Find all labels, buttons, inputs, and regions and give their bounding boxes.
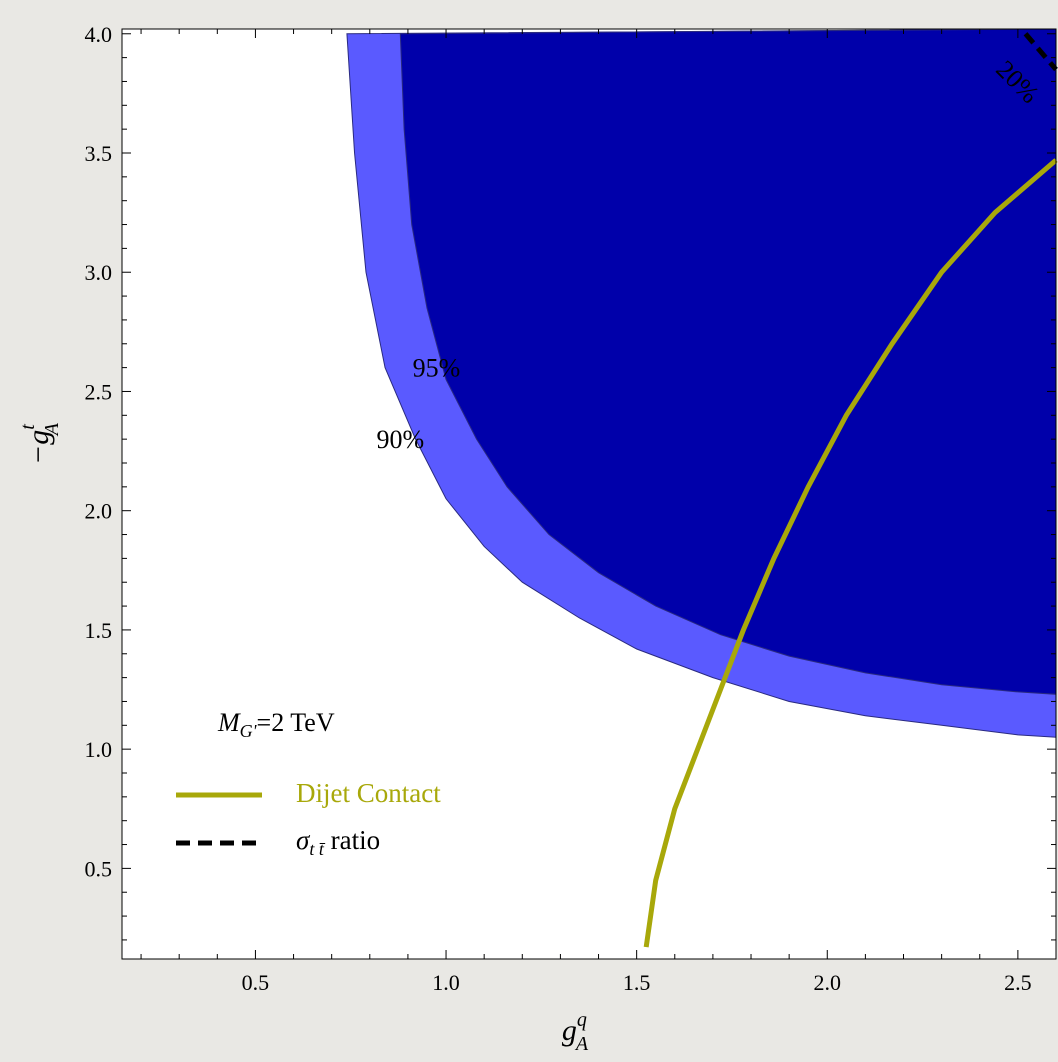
- y-tick-label: 3.0: [85, 260, 113, 285]
- y-tick-label: 1.5: [85, 618, 113, 643]
- legend-ratio-sigma: σ: [296, 825, 311, 855]
- x-tick-label: 1.0: [432, 970, 460, 995]
- mass-subscript: G': [240, 721, 258, 741]
- legend-label-ratio: σt t̄ ratio: [296, 825, 380, 859]
- y-tick-label: 2.0: [85, 499, 113, 524]
- mass-value: =2 TeV: [257, 708, 335, 737]
- legend-ratio-rest: ratio: [324, 825, 380, 855]
- y-axis-label: −gt A: [17, 422, 63, 465]
- series-line-dijet-contact: [643, 158, 1058, 948]
- mass-annotation: MG'=2 TeV: [217, 708, 335, 741]
- regions-layer: [346, 28, 1057, 738]
- series-line-ttbar-ratio: [1023, 32, 1058, 72]
- x-tick-label: 2.0: [814, 970, 842, 995]
- mass-symbol: M: [217, 708, 241, 737]
- y-axis-label-sup: t: [17, 424, 39, 430]
- x-axis-label-main: g: [562, 1014, 577, 1047]
- plot-frame: [121, 28, 1057, 960]
- y-tick-label: 1.0: [85, 737, 113, 762]
- x-tick-label: 2.5: [1004, 970, 1032, 995]
- x-axis-label-sup: q: [577, 1009, 587, 1031]
- legend-ratio-sub: t t̄: [309, 839, 326, 859]
- contour-label-95: 95%: [413, 354, 461, 383]
- y-axis-label-main: −g: [22, 430, 55, 465]
- legend-label-dijet: Dijet Contact: [296, 778, 441, 808]
- x-axis-label-sub: A: [574, 1033, 589, 1055]
- region-95-cl: [399, 28, 1057, 695]
- contour-label-90: 90%: [376, 425, 424, 454]
- y-tick-label: 2.5: [85, 379, 113, 404]
- y-tick-label: 0.5: [85, 856, 113, 881]
- x-axis-label: gq A: [562, 1009, 589, 1055]
- x-tick-label: 1.5: [623, 970, 651, 995]
- y-tick-label: 3.5: [85, 141, 113, 166]
- legend: Dijet Contact σt t̄ ratio: [176, 778, 441, 859]
- series-layer: [643, 32, 1058, 948]
- ticks-layer: 0.5 1.0 1.5 2.0 2.5 0.5 1.0 1.5 2.0 2.5 3.0 3.5 4.0: [85, 22, 1057, 995]
- y-axis-label-sub: A: [41, 422, 63, 437]
- y-tick-label: 4.0: [85, 22, 113, 47]
- x-tick-label: 0.5: [242, 970, 270, 995]
